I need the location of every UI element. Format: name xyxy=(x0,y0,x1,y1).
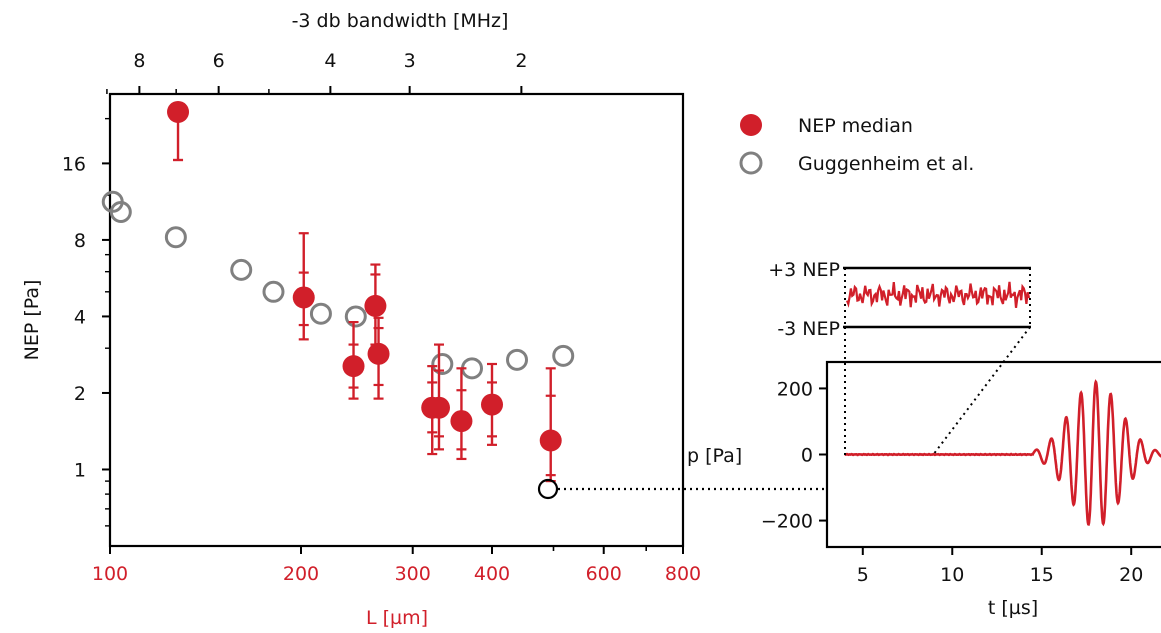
y-axis-label: NEP [Pa] xyxy=(21,280,43,361)
legend-label-guggenheim: Guggenheim et al. xyxy=(798,153,974,175)
waveform-x-axis-label: t [µs] xyxy=(988,597,1038,619)
inset-noise-line xyxy=(845,281,1031,308)
inset-lower-label: -3 NEP xyxy=(777,318,840,340)
legend-label-nep-median: NEP median xyxy=(798,115,913,137)
y-tick-label-1: 2 xyxy=(74,383,86,405)
top-tick-label-4: 2 xyxy=(515,50,527,72)
y-tick-label-3: 8 xyxy=(74,230,86,252)
nep-point-9 xyxy=(539,429,562,452)
main-plot-frame xyxy=(108,92,685,548)
zoom-connector-right xyxy=(932,326,1031,456)
guggenheim-point-9 xyxy=(506,348,529,371)
noise-inset: +3 NEP -3 NEP xyxy=(768,259,1031,456)
wave-y-tick-label-0: 200 xyxy=(777,378,813,400)
main-chart: -3 db bandwidth [MHz] L [µm] NEP [Pa] 10… xyxy=(21,10,701,629)
x-tick-label-3: 400 xyxy=(474,563,510,585)
waveform-chart: t [µs] p [Pa] 5 10 15 20 200 0 −200 xyxy=(687,360,1161,619)
wave-x-tick-label-1: 10 xyxy=(940,564,964,586)
guggenheim-point-10 xyxy=(552,344,575,367)
x-tick-label-0: 100 xyxy=(92,563,128,585)
x-tick-label-2: 300 xyxy=(395,563,431,585)
x-tick-label-5: 800 xyxy=(665,563,701,585)
nep-median-series xyxy=(167,100,562,483)
guggenheim-point-7 xyxy=(431,352,454,375)
y-tick-label-0: 1 xyxy=(74,459,86,481)
top-axis-label: -3 db bandwidth [MHz] xyxy=(292,10,509,32)
waveform-line xyxy=(844,379,1161,527)
nep-point-3 xyxy=(364,294,387,317)
x-axis-label: L [µm] xyxy=(366,607,428,629)
y-tick-label-2: 4 xyxy=(74,306,86,328)
legend: NEP median Guggenheim et al. xyxy=(739,114,974,175)
guggenheim-series xyxy=(101,190,575,380)
y-tick-label-4: 16 xyxy=(62,153,86,175)
top-tick-label-0: 8 xyxy=(133,50,145,72)
nep-point-1 xyxy=(292,286,315,309)
wave-x-tick-label-3: 20 xyxy=(1119,564,1143,586)
legend-marker-nep-median xyxy=(740,114,762,136)
main-ticks: 100 200 300 400 600 800 1 2 4 8 16 8 6 4 3 2 xyxy=(62,50,701,585)
guggenheim-point-5 xyxy=(309,302,332,325)
top-tick-label-2: 4 xyxy=(324,50,336,72)
wave-y-tick-label-2: −200 xyxy=(761,511,813,533)
inset-upper-label: +3 NEP xyxy=(768,259,840,281)
nep-point-2 xyxy=(342,355,365,378)
x-tick-label-1: 200 xyxy=(283,563,319,585)
nep-point-6 xyxy=(427,396,450,419)
guggenheim-point-1 xyxy=(109,201,132,224)
guggenheim-point-6 xyxy=(344,305,367,328)
guggenheim-point-3 xyxy=(230,258,253,281)
nep-point-7 xyxy=(450,410,473,433)
wave-x-tick-label-0: 5 xyxy=(857,564,869,586)
top-tick-label-3: 3 xyxy=(404,50,416,72)
highlight-marker xyxy=(537,478,559,500)
nep-point-0 xyxy=(167,100,190,123)
guggenheim-point-4 xyxy=(262,280,285,303)
top-tick-label-1: 6 xyxy=(213,50,225,72)
wave-x-tick-label-2: 15 xyxy=(1030,564,1054,586)
guggenheim-point-2 xyxy=(164,226,187,249)
legend-marker-guggenheim xyxy=(739,151,763,175)
x-tick-label-4: 600 xyxy=(586,563,622,585)
nep-point-4 xyxy=(367,342,390,365)
waveform-ticks: 5 10 15 20 200 0 −200 xyxy=(761,378,1143,586)
waveform-y-axis-label: p [Pa] xyxy=(687,445,742,467)
wave-y-tick-label-1: 0 xyxy=(801,445,813,467)
nep-point-8 xyxy=(481,393,503,416)
